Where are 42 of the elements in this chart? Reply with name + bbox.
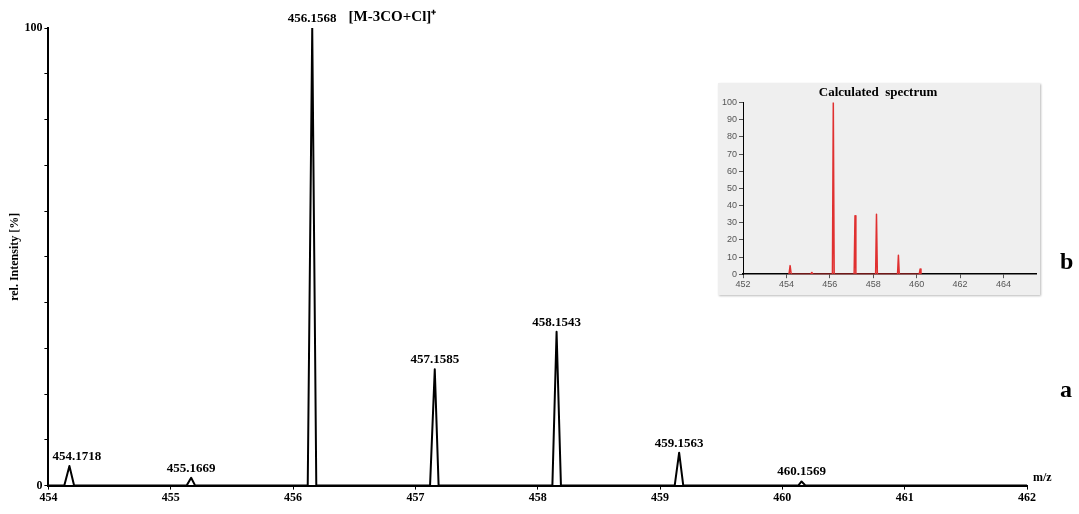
x-tick-label: 455 — [161, 489, 180, 504]
x-tick-label: 457 — [406, 489, 425, 504]
chart-title: Calculated spectrum — [818, 84, 938, 100]
x-axis-title: m/z — [1033, 469, 1053, 484]
annotation: 458.1543 — [532, 313, 582, 329]
y-tick-label: 10 — [727, 251, 738, 262]
x-tick-label: 456 — [284, 489, 303, 504]
y-tick-label: 20 — [727, 234, 738, 245]
y-tick-label: 90 — [727, 114, 738, 125]
x-tick-label: 460 — [909, 279, 925, 290]
y-tick-label: 30 — [727, 217, 738, 228]
annotation: 456.1568 — [287, 9, 338, 25]
x-tick-label: 461 — [895, 489, 914, 504]
y-axis-title: rel. Intensity [%] — [7, 212, 22, 301]
y-tick-label: 100 — [24, 20, 43, 35]
x-tick-label: 459 — [651, 489, 670, 504]
annotation: 457.1585 — [410, 351, 460, 367]
text: a — [1060, 376, 1072, 403]
x-tick-label: 454 — [778, 279, 794, 290]
y-tick-label: 50 — [727, 182, 738, 193]
y-tick-label: 0 — [36, 477, 43, 492]
x-tick-label: 454 — [39, 489, 58, 504]
y-tick-label: 40 — [727, 200, 738, 211]
annotation: 454.1718 — [52, 447, 102, 463]
y-tick-label: 100 — [721, 97, 738, 108]
x-tick-label: 462 — [1018, 489, 1036, 504]
x-tick-label: 452 — [735, 279, 751, 290]
annotation: 455.1669 — [166, 459, 217, 475]
x-tick-label: 456 — [822, 279, 838, 290]
annotation: 460.1569 — [777, 463, 827, 479]
annotation: [M-3CO+Cl]⁺ — [348, 8, 437, 25]
x-tick-label: 462 — [952, 279, 968, 290]
x-tick-label: 460 — [773, 489, 792, 504]
x-tick-label: 458 — [865, 279, 881, 290]
annotation: 459.1563 — [654, 434, 705, 450]
y-tick-label: 60 — [727, 165, 738, 176]
y-tick-label: 0 — [732, 268, 738, 279]
y-tick-label: 80 — [727, 131, 738, 142]
x-tick-label: 464 — [995, 279, 1011, 290]
y-tick-label: 70 — [727, 148, 738, 159]
x-tick-label: 458 — [528, 489, 547, 504]
text: b — [1060, 248, 1074, 275]
